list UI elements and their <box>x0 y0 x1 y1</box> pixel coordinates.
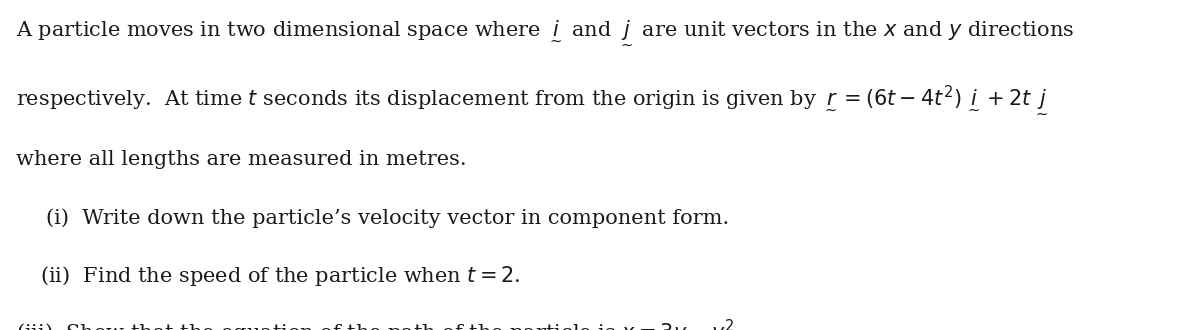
Text: A particle moves in two dimensional space where $\underset{\sim}{i}$ and $\under: A particle moves in two dimensional spac… <box>16 18 1074 45</box>
Text: (i)  Write down the particle’s velocity vector in component form.: (i) Write down the particle’s velocity v… <box>46 208 728 228</box>
Text: respectively.  At time $t$ seconds its displacement from the origin is given by : respectively. At time $t$ seconds its di… <box>16 84 1049 116</box>
Text: (iii)  Show that the equation of the path of the particle is $x = 3y - y^2$.: (iii) Show that the equation of the path… <box>16 317 740 330</box>
Text: where all lengths are measured in metres.: where all lengths are measured in metres… <box>16 150 467 169</box>
Text: (ii)  Find the speed of the particle when $t = 2$.: (ii) Find the speed of the particle when… <box>40 264 521 288</box>
